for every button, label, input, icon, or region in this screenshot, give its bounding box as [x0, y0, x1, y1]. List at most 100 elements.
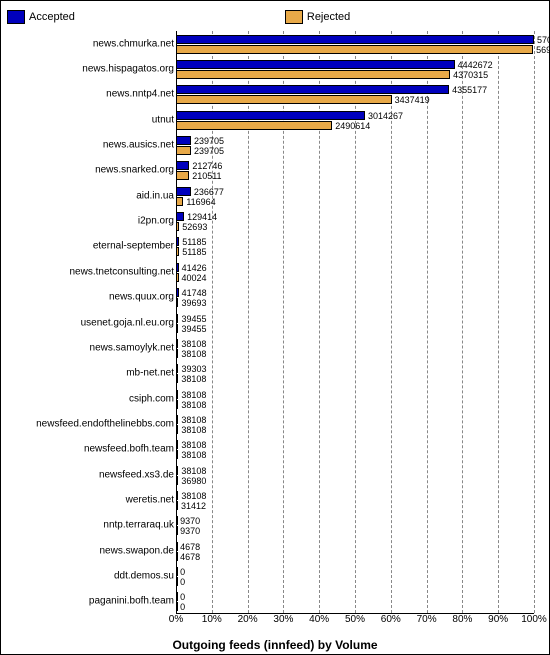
- x-tick: 50%: [345, 614, 365, 625]
- accepted-value: 129414: [187, 212, 217, 222]
- y-label: mb-net.net: [126, 368, 174, 379]
- accepted-value: 4678: [180, 542, 200, 552]
- rejected-value: 116964: [186, 197, 215, 207]
- y-label: news.swapon.de: [100, 545, 175, 556]
- y-label: usenet.goja.nl.eu.org: [81, 317, 174, 328]
- bar-row: 3810831412: [176, 490, 534, 510]
- y-label: eternal-september: [93, 241, 174, 252]
- accepted-value: 5708737: [537, 35, 550, 45]
- legend-rejected-label: Rejected: [307, 11, 350, 23]
- rejected-value: 51185: [182, 247, 206, 257]
- bar-row: 4355177 3437419: [176, 84, 534, 104]
- accepted-value: 41748: [182, 288, 207, 298]
- accepted-value: 38108: [181, 440, 206, 450]
- accepted-bar: [176, 339, 178, 348]
- bar-row: 3810838108: [176, 439, 534, 459]
- rejected-value: 4370315: [453, 70, 488, 80]
- y-label: news.ausics.net: [103, 140, 174, 151]
- x-tick: 60%: [381, 614, 401, 625]
- rejected-bar: [176, 222, 179, 231]
- rejected-bar: [176, 552, 178, 561]
- bar-row: 00: [176, 591, 534, 611]
- rejected-bar: [176, 247, 179, 256]
- y-label: i2pn.org: [138, 216, 174, 227]
- rejected-bar: [176, 400, 178, 409]
- y-label: csiph.com: [129, 393, 174, 404]
- rejected-value: 38108: [181, 425, 206, 435]
- bar-row: 00: [176, 566, 534, 586]
- chart-frame: Accepted Rejected news.chmurka.netnews.h…: [0, 0, 550, 655]
- accepted-bar: [176, 288, 179, 297]
- rejected-value: 4678: [180, 552, 200, 562]
- x-tick: 40%: [309, 614, 329, 625]
- plot-area: 5708737569558744426724370315435517734374…: [176, 31, 534, 614]
- y-label: newsfeed.bofh.team: [84, 444, 174, 455]
- rejected-bar: [176, 273, 179, 282]
- accepted-value: 0: [180, 567, 185, 577]
- rejected-value: 9370: [180, 526, 200, 536]
- legend: Accepted Rejected: [1, 5, 549, 29]
- rejected-bar: [176, 70, 450, 79]
- bar-row: 46784678: [176, 541, 534, 561]
- legend-rejected: Rejected: [285, 10, 350, 24]
- accepted-bar: [176, 161, 189, 170]
- x-tick: 0%: [169, 614, 183, 625]
- rejected-value: 38108: [181, 450, 206, 460]
- bar-row: 12941452693: [176, 211, 534, 231]
- rejected-bar: [176, 577, 178, 586]
- accepted-value: 0: [180, 592, 185, 602]
- x-tick: 80%: [452, 614, 472, 625]
- rejected-value: 52693: [182, 222, 207, 232]
- accepted-bar: [176, 187, 191, 196]
- x-tick: 100%: [521, 614, 547, 625]
- y-label: news.tnetconsulting.net: [69, 266, 174, 277]
- x-tick: 20%: [238, 614, 258, 625]
- bar-row: 93709370: [176, 515, 534, 535]
- bar-row: 212746210511: [176, 160, 534, 180]
- rejected-value: 0: [180, 602, 185, 612]
- bar-row: 4142640024: [176, 262, 534, 282]
- bar-row: 236677116964: [176, 186, 534, 206]
- rejected-bar: [176, 121, 332, 130]
- chart-area: news.chmurka.netnews.hispagatos.orgnews.…: [1, 31, 549, 632]
- rejected-value: 31412: [181, 501, 206, 511]
- y-label: nntp.terraraq.uk: [103, 520, 174, 531]
- rejected-bar: [176, 324, 178, 333]
- accepted-bar: [176, 542, 178, 551]
- accepted-bar: [176, 263, 179, 272]
- accepted-value: 9370: [180, 516, 200, 526]
- rejected-bar: [176, 95, 392, 104]
- rejected-swatch: [285, 10, 303, 24]
- rejected-bar: [176, 450, 178, 459]
- accepted-bar: [176, 390, 178, 399]
- rejected-value: 39455: [181, 324, 206, 334]
- rejected-bar: [176, 349, 178, 358]
- accepted-bar: [176, 491, 178, 500]
- y-label: news.chmurka.net: [93, 38, 174, 49]
- accepted-bar: [176, 567, 178, 576]
- rejected-value: 40024: [182, 273, 207, 283]
- x-tick: 30%: [273, 614, 293, 625]
- accepted-bar: [176, 516, 178, 525]
- accepted-bar: [176, 364, 178, 373]
- accepted-value: 38108: [181, 491, 206, 501]
- accepted-value: 236677: [194, 187, 224, 197]
- accepted-bar: [176, 212, 184, 221]
- y-label: news.snarked.org: [95, 165, 174, 176]
- rejected-bar: [176, 425, 178, 434]
- rejected-bar: [176, 146, 191, 155]
- rejected-bar: [176, 476, 178, 485]
- bar-row: 3945539455: [176, 313, 534, 333]
- accepted-bar: [176, 136, 191, 145]
- bar-row: 3810838108: [176, 389, 534, 409]
- rejected-value: 3437419: [395, 95, 430, 105]
- rejected-bar: [176, 171, 189, 180]
- accepted-swatch: [7, 10, 25, 24]
- accepted-bar: [176, 111, 365, 120]
- accepted-value: 51185: [182, 237, 206, 247]
- accepted-value: 4355177: [452, 85, 487, 95]
- accepted-value: 38108: [181, 339, 206, 349]
- accepted-value: 39455: [181, 314, 206, 324]
- bar-row: 239705239705: [176, 135, 534, 155]
- accepted-value: 4442672: [458, 60, 493, 70]
